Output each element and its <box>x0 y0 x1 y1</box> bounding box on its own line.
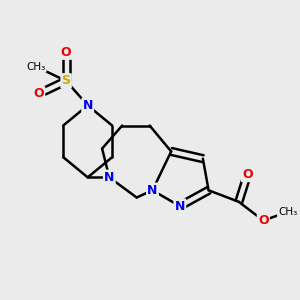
Text: N: N <box>104 171 115 184</box>
Text: CH₃: CH₃ <box>26 61 46 71</box>
Text: CH₃: CH₃ <box>278 207 297 217</box>
Text: O: O <box>242 168 253 181</box>
Text: S: S <box>61 74 70 87</box>
Text: O: O <box>258 214 268 227</box>
Text: N: N <box>147 184 158 197</box>
Text: O: O <box>61 46 71 59</box>
Text: O: O <box>34 87 44 101</box>
Text: N: N <box>82 99 93 112</box>
Text: N: N <box>175 200 185 213</box>
